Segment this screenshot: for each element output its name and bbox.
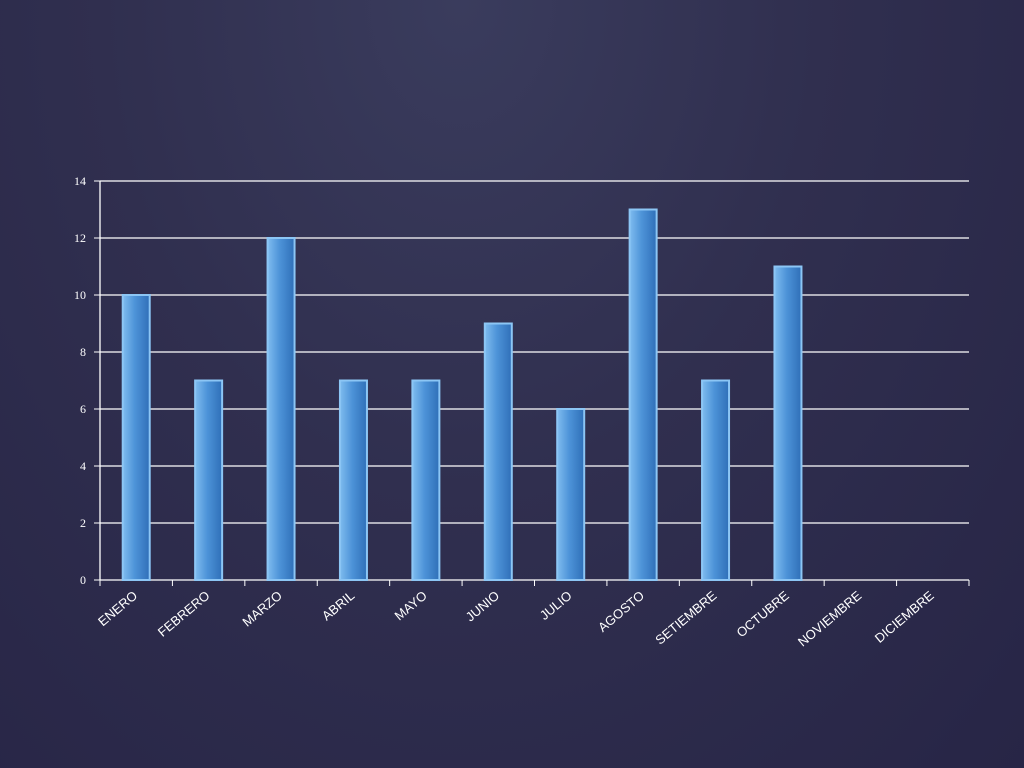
gridlines bbox=[100, 180, 969, 524]
x-tick-label: OCTUBRE bbox=[734, 588, 793, 641]
y-tick-label: 10 bbox=[74, 288, 86, 302]
x-tick-label: SETIEMBRE bbox=[652, 588, 719, 648]
y-tick-label: 2 bbox=[80, 516, 86, 530]
x-tick-label: ENERO bbox=[95, 588, 140, 629]
x-tick-label: MAYO bbox=[392, 588, 430, 623]
y-tick-label: 4 bbox=[80, 459, 86, 473]
x-tick-label: JUNIO bbox=[463, 588, 503, 625]
bars bbox=[121, 208, 803, 581]
y-tick-label: 6 bbox=[80, 402, 86, 416]
y-tick-label: 12 bbox=[74, 231, 86, 245]
x-tick-label: FEBRERO bbox=[155, 588, 213, 640]
axes bbox=[94, 180, 970, 586]
y-tick-label: 0 bbox=[80, 573, 86, 587]
bar-marzo bbox=[266, 237, 296, 581]
x-tick-label: AGOSTO bbox=[595, 588, 647, 635]
bar-agosto bbox=[628, 208, 658, 581]
bar-enero bbox=[121, 294, 151, 581]
x-tick-label: MARZO bbox=[239, 588, 285, 630]
bar-mayo bbox=[411, 379, 441, 581]
x-tick-label: ABRIL bbox=[319, 588, 357, 624]
bar-junio bbox=[483, 322, 513, 581]
y-tick-labels: 0 2 4 6 8 10 12 14 bbox=[74, 174, 86, 587]
x-tick-label: JULIO bbox=[537, 588, 575, 623]
y-tick-label: 14 bbox=[74, 174, 86, 188]
bar-octubre bbox=[773, 265, 803, 581]
bar-abril bbox=[338, 379, 368, 581]
bar-julio bbox=[556, 408, 586, 581]
bar-setiembre bbox=[701, 379, 731, 581]
x-tick-label: DICIEMBRE bbox=[872, 588, 937, 646]
y-tick-label: 8 bbox=[80, 345, 86, 359]
bar-febrero bbox=[194, 379, 224, 581]
x-tick-labels: ENERO FEBRERO MARZO ABRIL MAYO JUNIO JULIO AGOS… bbox=[95, 588, 937, 650]
x-tick-label: NOVIEMBRE bbox=[795, 588, 865, 650]
